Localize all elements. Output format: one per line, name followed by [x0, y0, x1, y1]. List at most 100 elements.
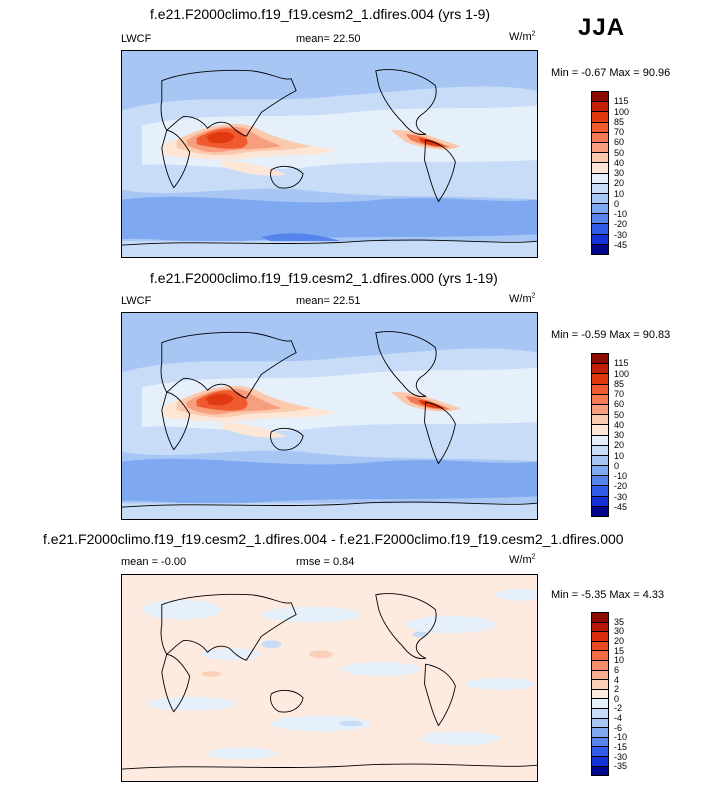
colorbar-tick-label: 20 [614, 635, 625, 646]
colorbar-swatch [592, 112, 608, 123]
colorbar-tick-label: 30 [614, 626, 625, 637]
colorbar-swatch [592, 354, 608, 365]
colorbar-tick-label: 30 [614, 168, 625, 178]
colorbar-swatch [592, 425, 608, 436]
colorbar-tick-label: 20 [614, 178, 625, 189]
colorbar-swatch [592, 234, 608, 245]
panel-1-mean-label: mean= 22.50 [296, 33, 361, 45]
colorbar-swatch [592, 132, 608, 143]
panel-2-units: W/m2 [509, 292, 536, 305]
colorbar-swatch [592, 622, 608, 633]
colorbar-tick-label: 0 [614, 693, 620, 704]
colorbar-swatch [592, 445, 608, 456]
colorbar-tick-label: 0 [614, 198, 620, 209]
panel-2-minmax: Min = -0.59 Max = 90.83 [551, 329, 671, 341]
colorbar-tick-label: 6 [614, 664, 620, 675]
colorbar-swatch [592, 374, 608, 385]
colorbar-tick-label: 115 [614, 358, 629, 369]
colorbar-swatch [592, 163, 608, 174]
colorbar-swatch [592, 651, 608, 661]
colorbar-tick-label: 10 [614, 655, 625, 666]
panel-3-mean-label: mean = -0.00 [121, 556, 187, 568]
colorbar-tick-label: -4 [614, 713, 623, 724]
colorbar-tick-label: -30 [614, 491, 628, 502]
colorbar-swatch [592, 142, 608, 154]
colorbar-tick-label: 20 [614, 440, 625, 451]
colorbar-tick-label: 100 [614, 106, 630, 117]
colorbar-swatch [592, 718, 608, 729]
colorbar-swatch [592, 153, 608, 164]
colorbar-swatch [592, 404, 608, 416]
colorbar-tick-label: -30 [614, 229, 628, 240]
panel-1-colorbar [591, 91, 609, 255]
panel-2-colorbar [591, 353, 609, 517]
panel-3-map [121, 574, 538, 782]
colorbar-swatch [592, 364, 608, 375]
colorbar-tick-label: 85 [614, 378, 625, 389]
colorbar-tick-label: -30 [614, 751, 628, 762]
colorbar-swatch [592, 506, 608, 516]
colorbar-tick-label: 40 [614, 419, 625, 430]
panel-2-mean-label: mean= 22.51 [296, 295, 361, 307]
colorbar-swatch [592, 415, 608, 426]
colorbar-tick-label: 70 [614, 127, 625, 137]
panel-3-units: W/m2 [509, 553, 536, 566]
colorbar-tick-label: 0 [614, 460, 620, 471]
colorbar-swatch [592, 384, 608, 395]
panel-1-minmax: Min = -0.67 Max = 90.96 [551, 67, 671, 79]
colorbar-tick-label: 35 [614, 616, 625, 627]
colorbar-swatch [592, 496, 608, 507]
colorbar-tick-label: 10 [614, 188, 625, 199]
colorbar-swatch [592, 102, 608, 113]
colorbar-tick-label: -10 [614, 732, 628, 743]
colorbar-swatch [592, 747, 608, 757]
colorbar-swatch [592, 394, 608, 405]
colorbar-tick-label: -6 [614, 722, 623, 733]
colorbar-tick-label: 40 [614, 157, 625, 168]
panel-1-title: f.e21.F2000climo.f19_f19.cesm2_1.dfires.… [150, 6, 491, 22]
colorbar-tick-label: 115 [614, 96, 629, 107]
colorbar-tick-label: 70 [614, 389, 625, 399]
colorbar-swatch [592, 244, 608, 254]
colorbar-swatch [592, 183, 608, 194]
panel-3-rmse-label: rmse = 0.84 [296, 556, 355, 568]
colorbar-tick-label: 15 [614, 645, 625, 656]
colorbar-swatch [592, 632, 608, 642]
colorbar-swatch [592, 204, 608, 215]
colorbar-swatch [592, 766, 608, 776]
colorbar-tick-label: 85 [614, 116, 625, 127]
colorbar-swatch [592, 214, 608, 225]
colorbar-tick-label: -15 [614, 742, 628, 753]
colorbar-tick-label: -35 [614, 761, 628, 772]
season-label: JJA [578, 14, 626, 41]
colorbar-swatch [592, 660, 608, 671]
panel-3-colorbar [591, 612, 609, 776]
colorbar-tick-label: -45 [614, 239, 628, 250]
colorbar-swatch [592, 728, 608, 738]
colorbar-swatch [592, 756, 608, 767]
panel-1-units: W/m2 [509, 30, 536, 43]
colorbar-swatch [592, 193, 608, 205]
panel-1-map [121, 50, 538, 258]
colorbar-tick-label: 2 [614, 684, 620, 695]
colorbar-tick-label: -2 [614, 703, 623, 714]
colorbar-swatch [592, 699, 608, 709]
colorbar-tick-label: 4 [614, 674, 620, 685]
colorbar-tick-label: -20 [614, 219, 628, 230]
colorbar-swatch [592, 689, 608, 700]
colorbar-tick-label: -20 [614, 481, 628, 492]
panel-2-title: f.e21.F2000climo.f19_f19.cesm2_1.dfires.… [150, 270, 498, 286]
colorbar-swatch [592, 486, 608, 497]
colorbar-swatch [592, 708, 608, 719]
colorbar-swatch [592, 435, 608, 446]
colorbar-tick-label: 30 [614, 430, 625, 440]
colorbar-swatch [592, 92, 608, 103]
panel-1-variable-label: LWCF [121, 33, 152, 45]
panel-3-title: f.e21.F2000climo.f19_f19.cesm2_1.dfires.… [43, 531, 624, 547]
colorbar-tick-label: -10 [614, 471, 628, 481]
colorbar-swatch [592, 737, 608, 748]
colorbar-swatch [592, 122, 608, 133]
panel-2-map [121, 312, 538, 520]
colorbar-tick-label: -45 [614, 501, 628, 512]
colorbar-swatch [592, 455, 608, 467]
